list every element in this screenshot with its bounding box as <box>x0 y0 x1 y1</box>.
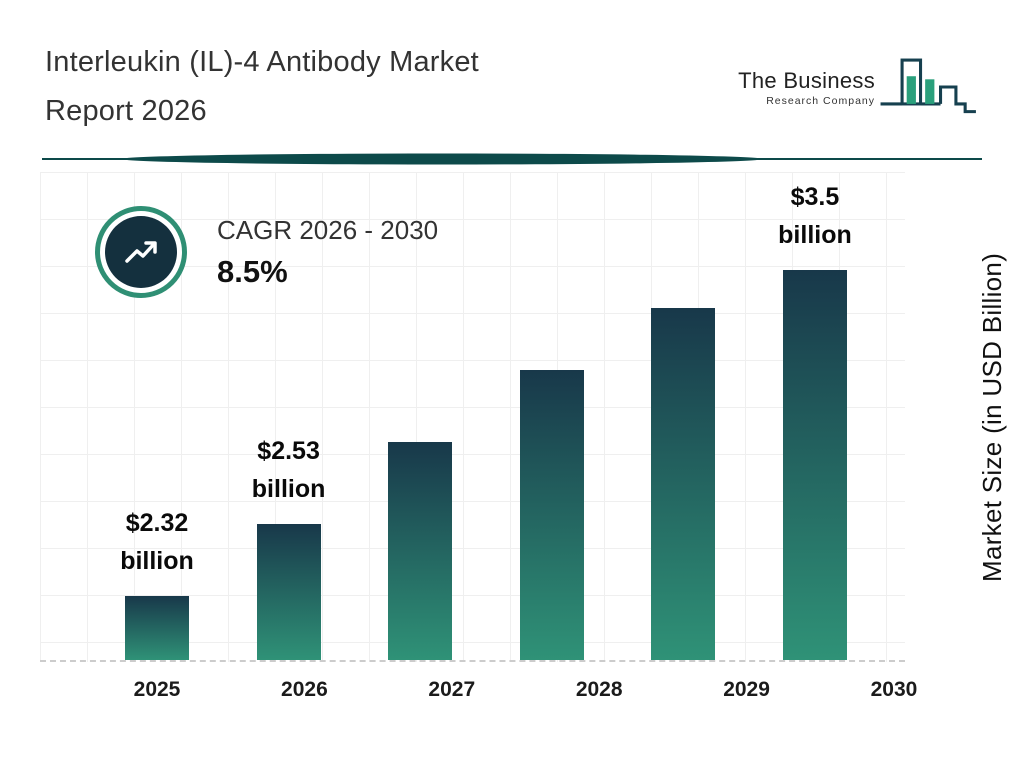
axis-label-2029: 2029 <box>723 678 770 701</box>
bar-value-unit: billion <box>778 220 852 249</box>
bar-value-label: $3.5 billion <box>778 179 852 254</box>
bar-2030 <box>782 270 847 660</box>
bar-value-label: $2.53 billion <box>252 433 326 508</box>
page-title: Interleukin (IL)-4 Antibody Market Repor… <box>45 38 479 136</box>
logo-subname: Research Company <box>766 95 875 107</box>
cagr-badge: CAGR 2026 - 2030 8.5% <box>95 206 438 298</box>
x-axis: 2025 2026 2027 2028 2029 2030 <box>105 678 946 702</box>
trend-up-icon <box>95 206 187 298</box>
cagr-label: CAGR 2026 - 2030 <box>217 214 439 245</box>
axis-label-2026: 2026 <box>281 678 328 701</box>
bar-chart-logo-icon <box>879 50 979 129</box>
bar-value-unit: billion <box>120 546 194 575</box>
bar-value-amount: $2.53 <box>257 437 320 465</box>
header-divider <box>42 152 982 166</box>
bar-2027 <box>388 442 453 660</box>
bar-value-amount: $3.5 <box>790 183 840 211</box>
bar-2029 <box>651 308 716 660</box>
logo-text: The Business Research Company <box>738 68 875 107</box>
chart-area: $2.32 billion $2.53 billion <box>40 172 905 662</box>
logo-name: The Business <box>738 68 875 93</box>
bar-column-2025: $2.32 billion <box>105 172 209 660</box>
bar-value-label: $2.32 billion <box>120 505 194 580</box>
bar-2028 <box>519 370 584 660</box>
bar-2026 <box>256 524 321 660</box>
header: Interleukin (IL)-4 Antibody Market Repor… <box>45 38 979 136</box>
bars-row: $2.32 billion $2.53 billion <box>105 172 867 660</box>
bar-column-2028 <box>500 172 604 660</box>
cagr-value: 8.5% <box>217 253 288 289</box>
bar-value-unit: billion <box>251 474 326 503</box>
axis-label-2028: 2028 <box>575 678 623 701</box>
bar-2025 <box>125 596 189 660</box>
bar-column-2026: $2.53 billion <box>237 172 341 660</box>
page-title-line-2: Report 2026 <box>45 95 207 127</box>
axis-label-2030: 2030 <box>870 678 918 701</box>
cagr-text: CAGR 2026 - 2030 8.5% <box>217 215 438 290</box>
bar-column-2029 <box>631 172 735 660</box>
axis-label-2027: 2027 <box>428 678 476 701</box>
axis-label-2025: 2025 <box>133 678 181 701</box>
bar-column-2030: $3.5 billion <box>763 172 867 660</box>
bar-column-2027 <box>368 172 472 660</box>
trend-up-icon-circle <box>105 216 177 288</box>
y-axis-label: Market Size (in USD Billion) <box>977 252 1007 582</box>
company-logo: The Business Research Company <box>738 50 979 129</box>
bar-value-amount: $2.32 <box>125 509 189 537</box>
page-title-line-1: Interleukin (IL)-4 Antibody Market <box>45 46 479 78</box>
